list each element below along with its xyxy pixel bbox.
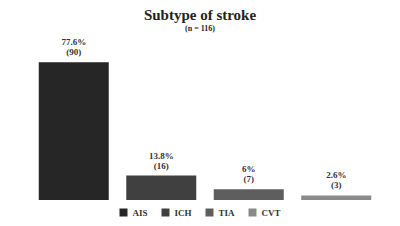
svg-text:6%: 6% xyxy=(242,164,256,174)
svg-text:(90): (90) xyxy=(66,47,81,57)
svg-text:TIA: TIA xyxy=(219,208,236,218)
svg-text:CVT: CVT xyxy=(262,208,281,218)
svg-text:ICH: ICH xyxy=(174,208,191,218)
svg-text:AIS: AIS xyxy=(132,208,147,218)
svg-text:2.6%: 2.6% xyxy=(326,170,346,180)
svg-text:13.8%: 13.8% xyxy=(149,151,174,161)
svg-text:(7): (7) xyxy=(244,174,255,184)
svg-text:Subtype of stroke: Subtype of stroke xyxy=(144,7,257,23)
svg-text:(n = 116): (n = 116) xyxy=(185,24,215,33)
svg-text:(16): (16) xyxy=(154,161,169,171)
svg-text:77.6%: 77.6% xyxy=(61,37,86,47)
svg-text:(3): (3) xyxy=(331,180,342,190)
